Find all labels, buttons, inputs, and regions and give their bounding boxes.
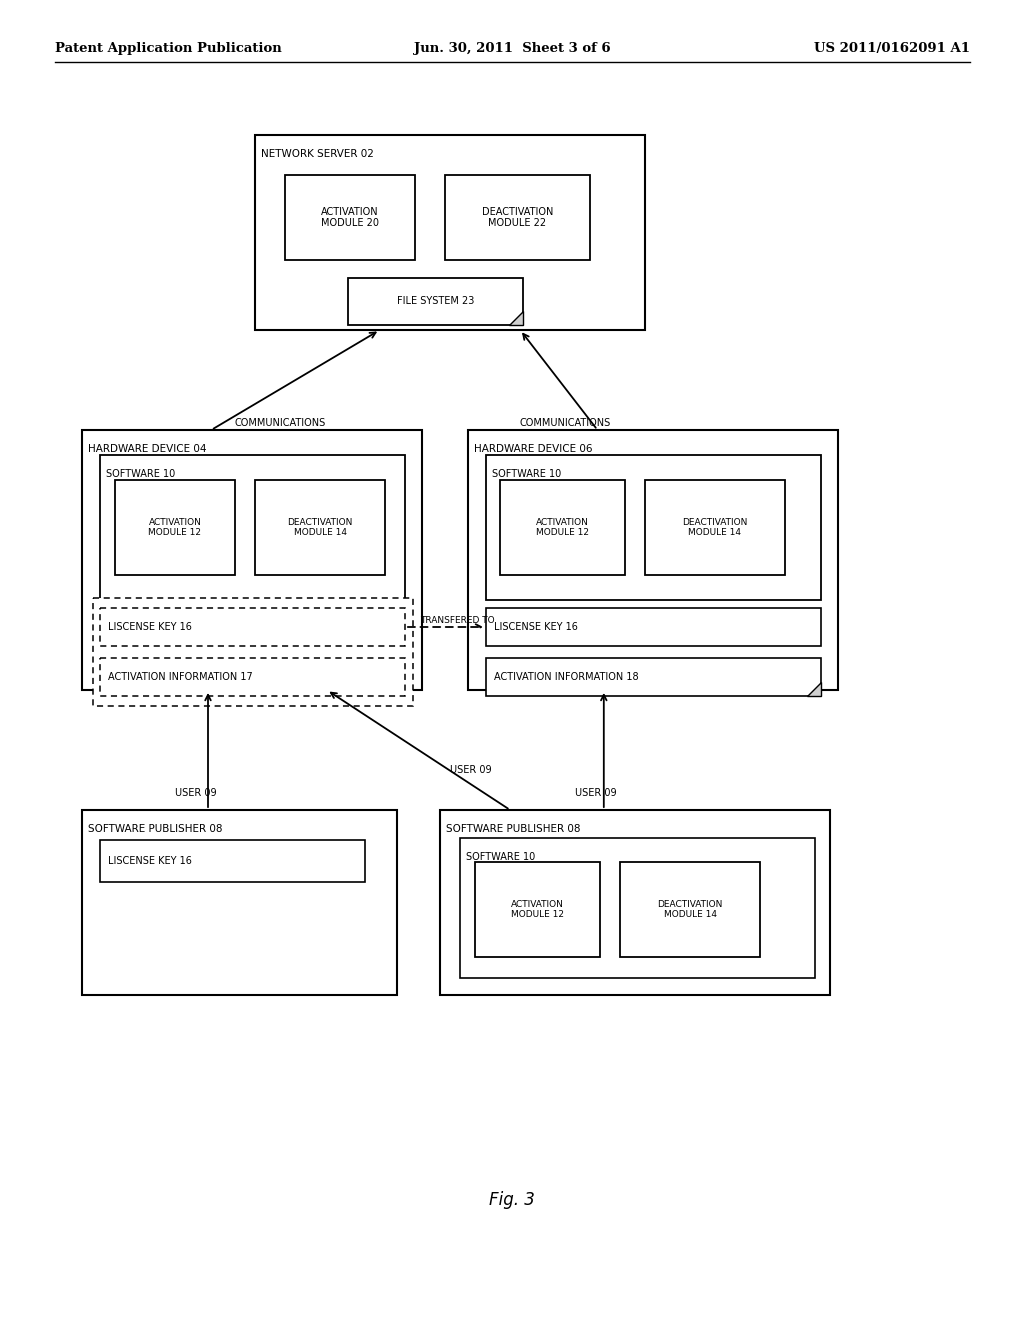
Text: NETWORK SERVER 02: NETWORK SERVER 02	[261, 149, 374, 158]
Bar	[93, 598, 413, 706]
Bar	[100, 657, 406, 696]
Text: Fig. 3: Fig. 3	[489, 1191, 535, 1209]
Text: USER 09: USER 09	[575, 788, 616, 799]
Text: DEACTIVATION
MODULE 14: DEACTIVATION MODULE 14	[657, 900, 723, 919]
Bar	[500, 480, 625, 576]
Bar	[82, 810, 397, 995]
Text: SOFTWARE PUBLISHER 08: SOFTWARE PUBLISHER 08	[88, 824, 222, 834]
Text: ACTIVATION INFORMATION 18: ACTIVATION INFORMATION 18	[494, 672, 639, 682]
Bar	[475, 862, 600, 957]
Text: HARDWARE DEVICE 04: HARDWARE DEVICE 04	[88, 444, 207, 454]
Polygon shape	[509, 312, 523, 325]
Text: SOFTWARE 10: SOFTWARE 10	[492, 469, 561, 479]
Text: TRANSFERED TO: TRANSFERED TO	[420, 616, 495, 624]
Text: LISCENSE KEY 16: LISCENSE KEY 16	[108, 855, 191, 866]
Bar	[620, 862, 760, 957]
Text: DEACTIVATION
MODULE 22: DEACTIVATION MODULE 22	[482, 207, 553, 228]
Text: FILE SYSTEM 23: FILE SYSTEM 23	[397, 297, 474, 306]
Bar	[645, 480, 785, 576]
Text: ACTIVATION
MODULE 12: ACTIVATION MODULE 12	[511, 900, 564, 919]
Text: HARDWARE DEVICE 06: HARDWARE DEVICE 06	[474, 444, 593, 454]
Text: DEACTIVATION
MODULE 14: DEACTIVATION MODULE 14	[682, 517, 748, 537]
Text: DEACTIVATION
MODULE 14: DEACTIVATION MODULE 14	[288, 517, 352, 537]
Text: US 2011/0162091 A1: US 2011/0162091 A1	[814, 42, 970, 55]
Bar	[100, 609, 406, 645]
Text: ACTIVATION
MODULE 12: ACTIVATION MODULE 12	[148, 517, 202, 537]
Text: USER 09: USER 09	[450, 766, 492, 775]
Text: LISCENSE KEY 16: LISCENSE KEY 16	[494, 622, 578, 632]
Bar	[115, 480, 234, 576]
Bar	[255, 135, 645, 330]
Text: LISCENSE KEY 16: LISCENSE KEY 16	[108, 622, 191, 632]
Text: ACTIVATION INFORMATION 17: ACTIVATION INFORMATION 17	[108, 672, 253, 682]
Bar	[468, 430, 838, 690]
Bar	[445, 176, 590, 260]
Text: COMMUNICATIONS: COMMUNICATIONS	[519, 418, 610, 428]
Text: USER 09: USER 09	[175, 788, 217, 799]
Bar	[486, 609, 821, 645]
Text: ACTIVATION
MODULE 12: ACTIVATION MODULE 12	[536, 517, 589, 537]
Text: Patent Application Publication: Patent Application Publication	[55, 42, 282, 55]
Bar	[486, 455, 821, 601]
Bar	[486, 657, 821, 696]
Bar	[100, 840, 365, 882]
Bar	[440, 810, 830, 995]
Text: SOFTWARE 10: SOFTWARE 10	[466, 851, 536, 862]
Text: Jun. 30, 2011  Sheet 3 of 6: Jun. 30, 2011 Sheet 3 of 6	[414, 42, 610, 55]
Text: ACTIVATION
MODULE 20: ACTIVATION MODULE 20	[321, 207, 379, 228]
Bar	[348, 279, 523, 325]
Bar	[285, 176, 415, 260]
Text: SOFTWARE PUBLISHER 08: SOFTWARE PUBLISHER 08	[446, 824, 581, 834]
Bar	[255, 480, 385, 576]
Bar	[100, 455, 406, 601]
Text: COMMUNICATIONS: COMMUNICATIONS	[234, 418, 326, 428]
Bar	[460, 838, 815, 978]
Text: SOFTWARE 10: SOFTWARE 10	[106, 469, 175, 479]
Polygon shape	[807, 682, 821, 696]
Bar	[82, 430, 422, 690]
